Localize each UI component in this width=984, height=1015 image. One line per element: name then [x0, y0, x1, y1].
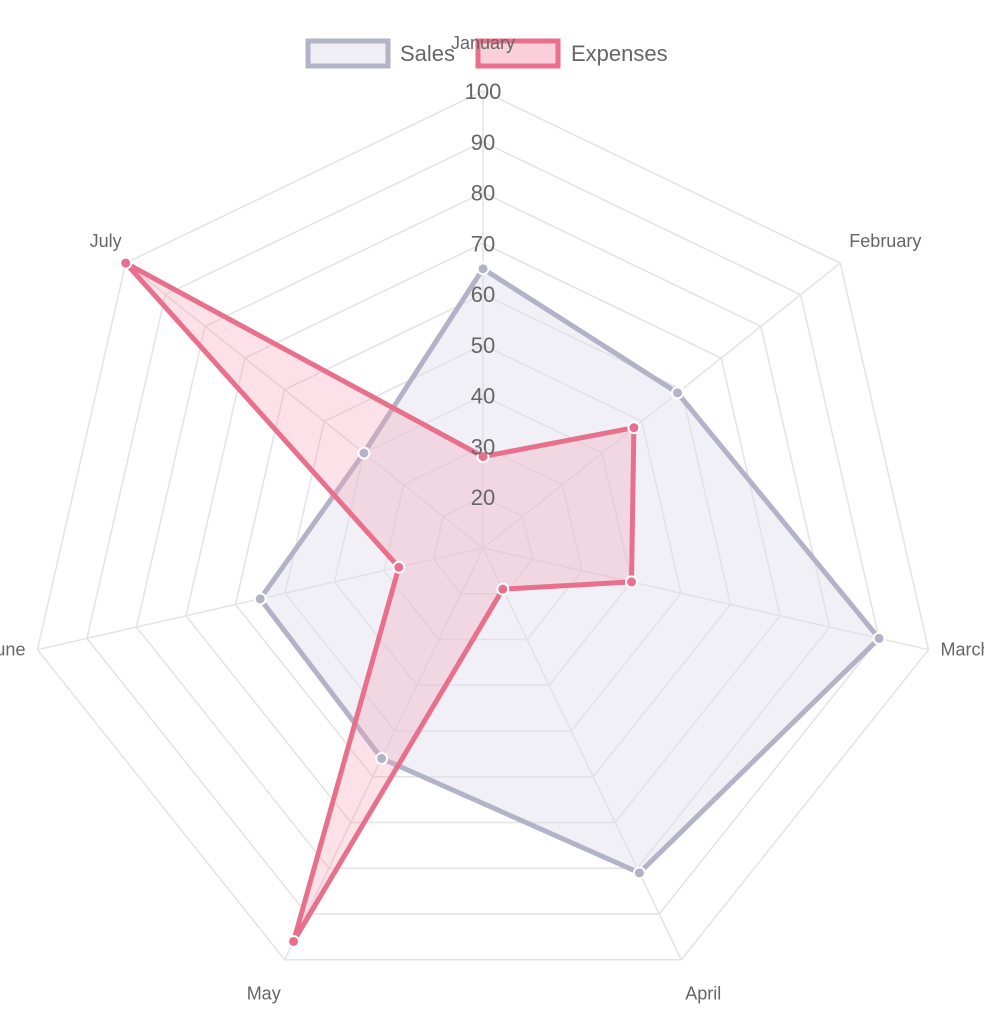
grid-spoke-march — [482, 547, 929, 651]
tick-label-100: 100 — [465, 79, 502, 104]
point-sales-april[interactable] — [632, 866, 646, 880]
point-label-march: March — [941, 640, 984, 660]
point-labels: January February March April May June July — [0, 33, 984, 1004]
series-layer — [119, 256, 886, 948]
tick-label-30: 30 — [471, 434, 495, 459]
grid-ring-80 — [135, 191, 831, 869]
grid-ring-100 — [36, 90, 930, 961]
grid-spoke-february — [482, 262, 841, 549]
grid-ring-90 — [86, 140, 880, 915]
point-expenses-february[interactable] — [627, 421, 641, 435]
point-expenses-july[interactable] — [119, 256, 133, 270]
radar-grid — [36, 90, 930, 961]
point-sales-february[interactable] — [671, 386, 685, 400]
point-expenses-january[interactable] — [476, 450, 490, 464]
point-sales-may[interactable] — [375, 751, 389, 765]
tick-label-80: 80 — [471, 181, 495, 206]
point-sales-march[interactable] — [872, 631, 886, 645]
grid-ring-40 — [333, 394, 633, 686]
radial-tick-labels: 20 30 40 50 60 70 80 90 100 — [465, 79, 502, 510]
point-label-january: January — [451, 33, 515, 53]
tick-label-70: 70 — [471, 231, 495, 256]
series-expenses-area — [123, 260, 637, 943]
tick-label-90: 90 — [471, 130, 495, 155]
grid-ring-20 — [432, 496, 534, 595]
tick-label-50: 50 — [471, 333, 495, 358]
legend-swatch-sales[interactable] — [305, 38, 391, 69]
tick-label-60: 60 — [471, 282, 495, 307]
grid-spoke-july — [125, 262, 484, 549]
point-label-april: April — [685, 984, 721, 1004]
tick-label-20: 20 — [471, 485, 495, 510]
tick-label-40: 40 — [471, 384, 495, 409]
point-sales-july[interactable] — [357, 446, 371, 460]
point-label-february: February — [849, 231, 921, 251]
legend-swatch-expenses[interactable] — [475, 38, 561, 69]
point-expenses-march[interactable] — [625, 575, 639, 589]
grid-ring-30 — [383, 445, 583, 641]
legend-label-sales[interactable]: Sales — [400, 41, 455, 66]
grid-ring-60 — [234, 293, 732, 778]
grid-ring-50 — [284, 344, 682, 732]
point-expenses-may[interactable] — [287, 934, 301, 948]
point-expenses-april[interactable] — [496, 582, 510, 596]
legend: Sales Expenses — [305, 38, 668, 69]
grid-spoke-april — [482, 547, 682, 961]
point-label-june: June — [0, 640, 25, 660]
point-label-may: May — [247, 984, 281, 1004]
point-expenses-june[interactable] — [392, 560, 406, 574]
point-label-july: July — [90, 231, 122, 251]
point-sales-june[interactable] — [253, 592, 267, 606]
grid-ring-70 — [185, 242, 781, 824]
point-sales-january[interactable] — [476, 262, 490, 276]
legend-label-expenses[interactable]: Expenses — [571, 41, 668, 66]
